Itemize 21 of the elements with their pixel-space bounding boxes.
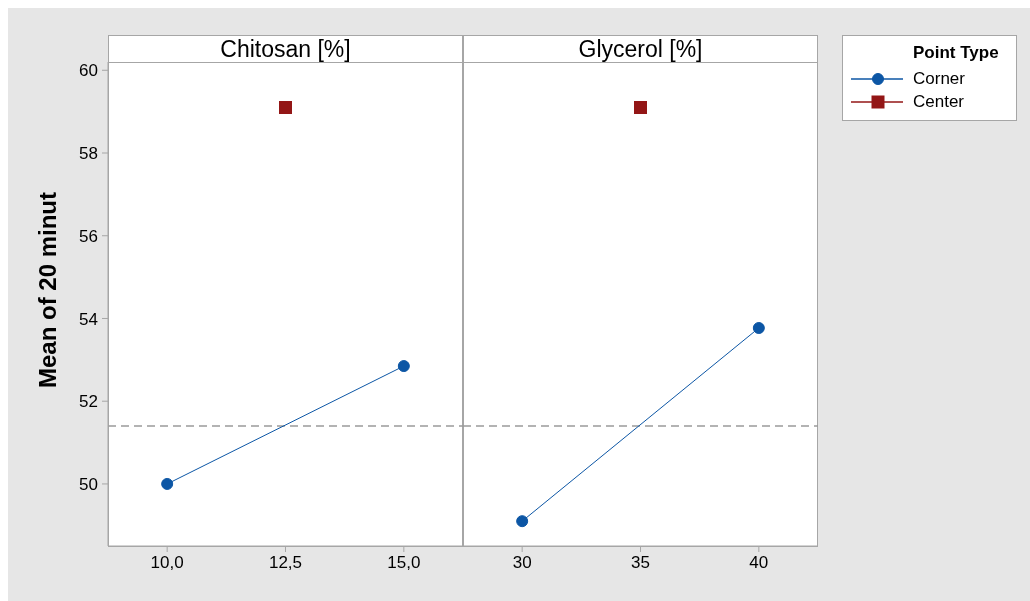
x-tick-label: 30: [512, 553, 532, 573]
y-tick-label: 60: [79, 61, 98, 81]
chart-title: Chitosan [%]: [220, 36, 351, 62]
y-tick-label: 52: [79, 392, 98, 412]
x-tick-label: 10,0: [150, 553, 184, 573]
y-tick-label: 56: [79, 226, 98, 246]
x-tick-label: 35: [631, 553, 650, 573]
legend-label: Center: [913, 91, 965, 112]
point: [279, 101, 292, 114]
x-tick-label: 40: [749, 553, 769, 573]
chart-title: Glycerol [%]: [578, 36, 703, 62]
x-tick-label: 12,5: [268, 553, 303, 573]
y-tick-label: 54: [79, 309, 98, 329]
y-axis-title: Mean of 20 minut: [34, 191, 62, 389]
point: [397, 360, 410, 373]
x-tick-label: 15,0: [387, 553, 421, 573]
legend-title: Point Type: [913, 43, 999, 62]
y-tick-label: 50: [79, 474, 98, 494]
legend-label: Corner: [913, 68, 965, 89]
point: [161, 477, 174, 490]
y-tick-label: 58: [79, 144, 98, 164]
